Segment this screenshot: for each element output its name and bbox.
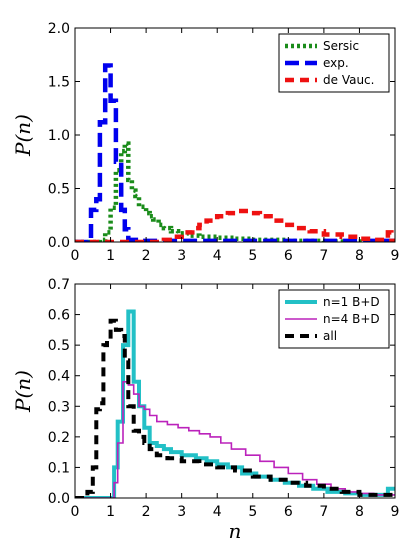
x-tick-label: 2 (142, 248, 151, 264)
x-tick-label: 5 (248, 504, 257, 520)
series-line-2 (75, 381, 395, 498)
legend-label: all (323, 329, 337, 343)
x-tick-label: 5 (248, 248, 257, 264)
x-tick-label: 0 (71, 248, 80, 264)
x-tick-label: 4 (213, 248, 222, 264)
x-tick-label: 4 (213, 504, 222, 520)
y-tick-label: 0.2 (48, 430, 70, 446)
series-line-2 (75, 63, 395, 242)
series-line-3 (75, 208, 395, 242)
series-line-1 (75, 141, 395, 242)
x-tick-label: 9 (391, 504, 400, 520)
y-tick-label: 0.4 (48, 369, 70, 385)
x-tick-label: 8 (355, 504, 364, 520)
chart-panel-2: 0 1 2 3 4 5 6 7 8 9 0.0 0.1 0.2 0.3 0.4 0.5 0.6 0.7 P(n) n n… (11, 277, 399, 543)
y-axis-label: P(n) (11, 370, 35, 413)
x-tick-label: 8 (355, 248, 364, 264)
x-tick-label: 6 (284, 504, 293, 520)
series-line-1 (75, 309, 395, 498)
y-tick-label: 1.0 (48, 128, 70, 144)
x-tick-label: 7 (319, 504, 328, 520)
y-tick-label: 0.3 (48, 399, 70, 415)
x-tick-label: 3 (177, 248, 186, 264)
x-tick-label: 1 (106, 248, 115, 264)
legend-label: n=1 B+D (323, 295, 380, 309)
x-axis-label: n (229, 519, 242, 543)
y-tick-label: 0.5 (48, 182, 70, 198)
legend-label: n=4 B+D (323, 312, 380, 326)
x-tick-label: 9 (391, 248, 400, 264)
legend-label: Sersic (323, 39, 359, 53)
legend: Sersic exp. de Vauc. (278, 33, 390, 93)
y-tick-label: 2.0 (48, 21, 70, 37)
legend-box (278, 33, 390, 93)
y-tick-label: 0.5 (48, 338, 70, 354)
y-tick-label: 0.0 (48, 235, 70, 251)
x-tick-label: 3 (177, 504, 186, 520)
x-tick-label: 2 (142, 504, 151, 520)
y-axis-label: P(n) (11, 114, 35, 157)
legend: n=1 B+D n=4 B+D all (278, 289, 390, 349)
legend-label: exp. (323, 56, 349, 70)
y-tick-label: 0.7 (48, 277, 70, 293)
chart-panel-1: 0 1 2 3 4 5 6 7 8 9 0.0 0.5 1.0 1.5 2.0 P(n) Sersic exp. d… (11, 21, 399, 264)
series-line-3 (75, 318, 395, 498)
x-tick-label: 7 (319, 248, 328, 264)
x-tick-label: 1 (106, 504, 115, 520)
x-tick-label: 6 (284, 248, 293, 264)
legend-label: de Vauc. (323, 73, 374, 87)
y-tick-label: 0.1 (48, 460, 70, 476)
plot-frame (74, 283, 396, 499)
y-tick-label: 0.0 (48, 491, 70, 507)
x-tick-label: 0 (71, 504, 80, 520)
y-tick-label: 1.5 (48, 75, 70, 91)
y-tick-label: 0.6 (48, 308, 70, 324)
